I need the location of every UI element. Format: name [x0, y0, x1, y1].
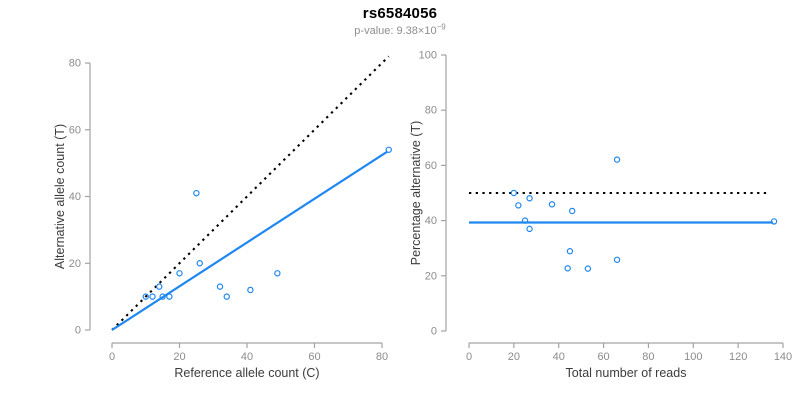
y-tick-label: 20 — [69, 258, 81, 270]
x-tick-label: 20 — [508, 351, 520, 363]
x-tick-label: 80 — [642, 351, 654, 363]
data-point — [216, 283, 224, 290]
y-tick-label: 40 — [69, 191, 81, 203]
x-tick-label: 40 — [241, 351, 253, 363]
data-point — [548, 201, 556, 208]
data-point — [568, 207, 576, 215]
data-point — [385, 146, 392, 153]
data-point — [526, 225, 533, 233]
data-point — [247, 286, 254, 294]
allele-count-scatter: 0 20 40 60 80 0 20 40 60 80 Reference allele count… — [53, 55, 392, 380]
x-tick-label: 80 — [376, 351, 388, 363]
data-point — [196, 260, 203, 267]
data-point — [613, 256, 621, 263]
y-tick-label: 0 — [431, 326, 437, 338]
data-point — [166, 293, 173, 300]
y-tick-label: 0 — [75, 325, 81, 337]
data-point — [521, 217, 529, 224]
pvalue-text: p-value: 9.38×10 — [354, 25, 437, 37]
x-axis-title: Total number of reads — [566, 366, 687, 380]
data-point — [223, 293, 230, 300]
data-point — [176, 270, 183, 277]
percentage-vs-reads-scatter: 0 20 40 60 80 100 0 20 40 60 80 100 120 140 Total numb… — [409, 50, 792, 381]
data-point — [156, 283, 163, 290]
x-tick-label: 20 — [173, 351, 185, 363]
x-axis-title: Reference allele count (C) — [174, 366, 319, 380]
x-tick-label: 0 — [109, 351, 115, 363]
y-tick-label: 60 — [425, 160, 437, 172]
x-tick-label: 60 — [308, 351, 320, 363]
data-point — [566, 248, 574, 255]
y-tick-label: 60 — [69, 124, 81, 136]
data-point — [274, 270, 281, 277]
data-point — [510, 189, 518, 197]
figure-subtitle: p-value: 9.38×10−9 — [0, 22, 800, 37]
regression-line — [111, 150, 388, 331]
data-point — [142, 293, 149, 300]
y-tick-label: 80 — [69, 58, 81, 70]
x-tick-label: 120 — [729, 351, 747, 363]
y-tick-label: 100 — [419, 50, 437, 62]
x-tick-label: 0 — [466, 351, 472, 363]
figure-title: rs6584056 — [362, 5, 438, 22]
data-point — [159, 293, 166, 300]
x-tick-label: 140 — [774, 351, 792, 363]
data-point — [193, 189, 200, 197]
data-point — [770, 218, 778, 225]
data-point — [526, 195, 533, 202]
x-tick-label: 40 — [553, 351, 565, 363]
y-tick-label: 40 — [425, 215, 437, 227]
identity-line — [111, 55, 390, 331]
x-tick-label: 60 — [597, 351, 609, 363]
data-point — [613, 156, 621, 163]
y-tick-label: 80 — [425, 105, 437, 117]
y-tick-label: 20 — [425, 270, 437, 282]
data-point — [564, 265, 571, 272]
y-axis-title: Alternative allele count (T) — [53, 124, 67, 269]
data-point — [149, 293, 156, 300]
y-axis-title: Percentage alternative (T) — [409, 121, 423, 266]
data-point — [584, 265, 592, 272]
pvalue-exponent: −9 — [436, 22, 446, 32]
data-point — [515, 202, 522, 209]
x-tick-label: 100 — [684, 351, 702, 363]
